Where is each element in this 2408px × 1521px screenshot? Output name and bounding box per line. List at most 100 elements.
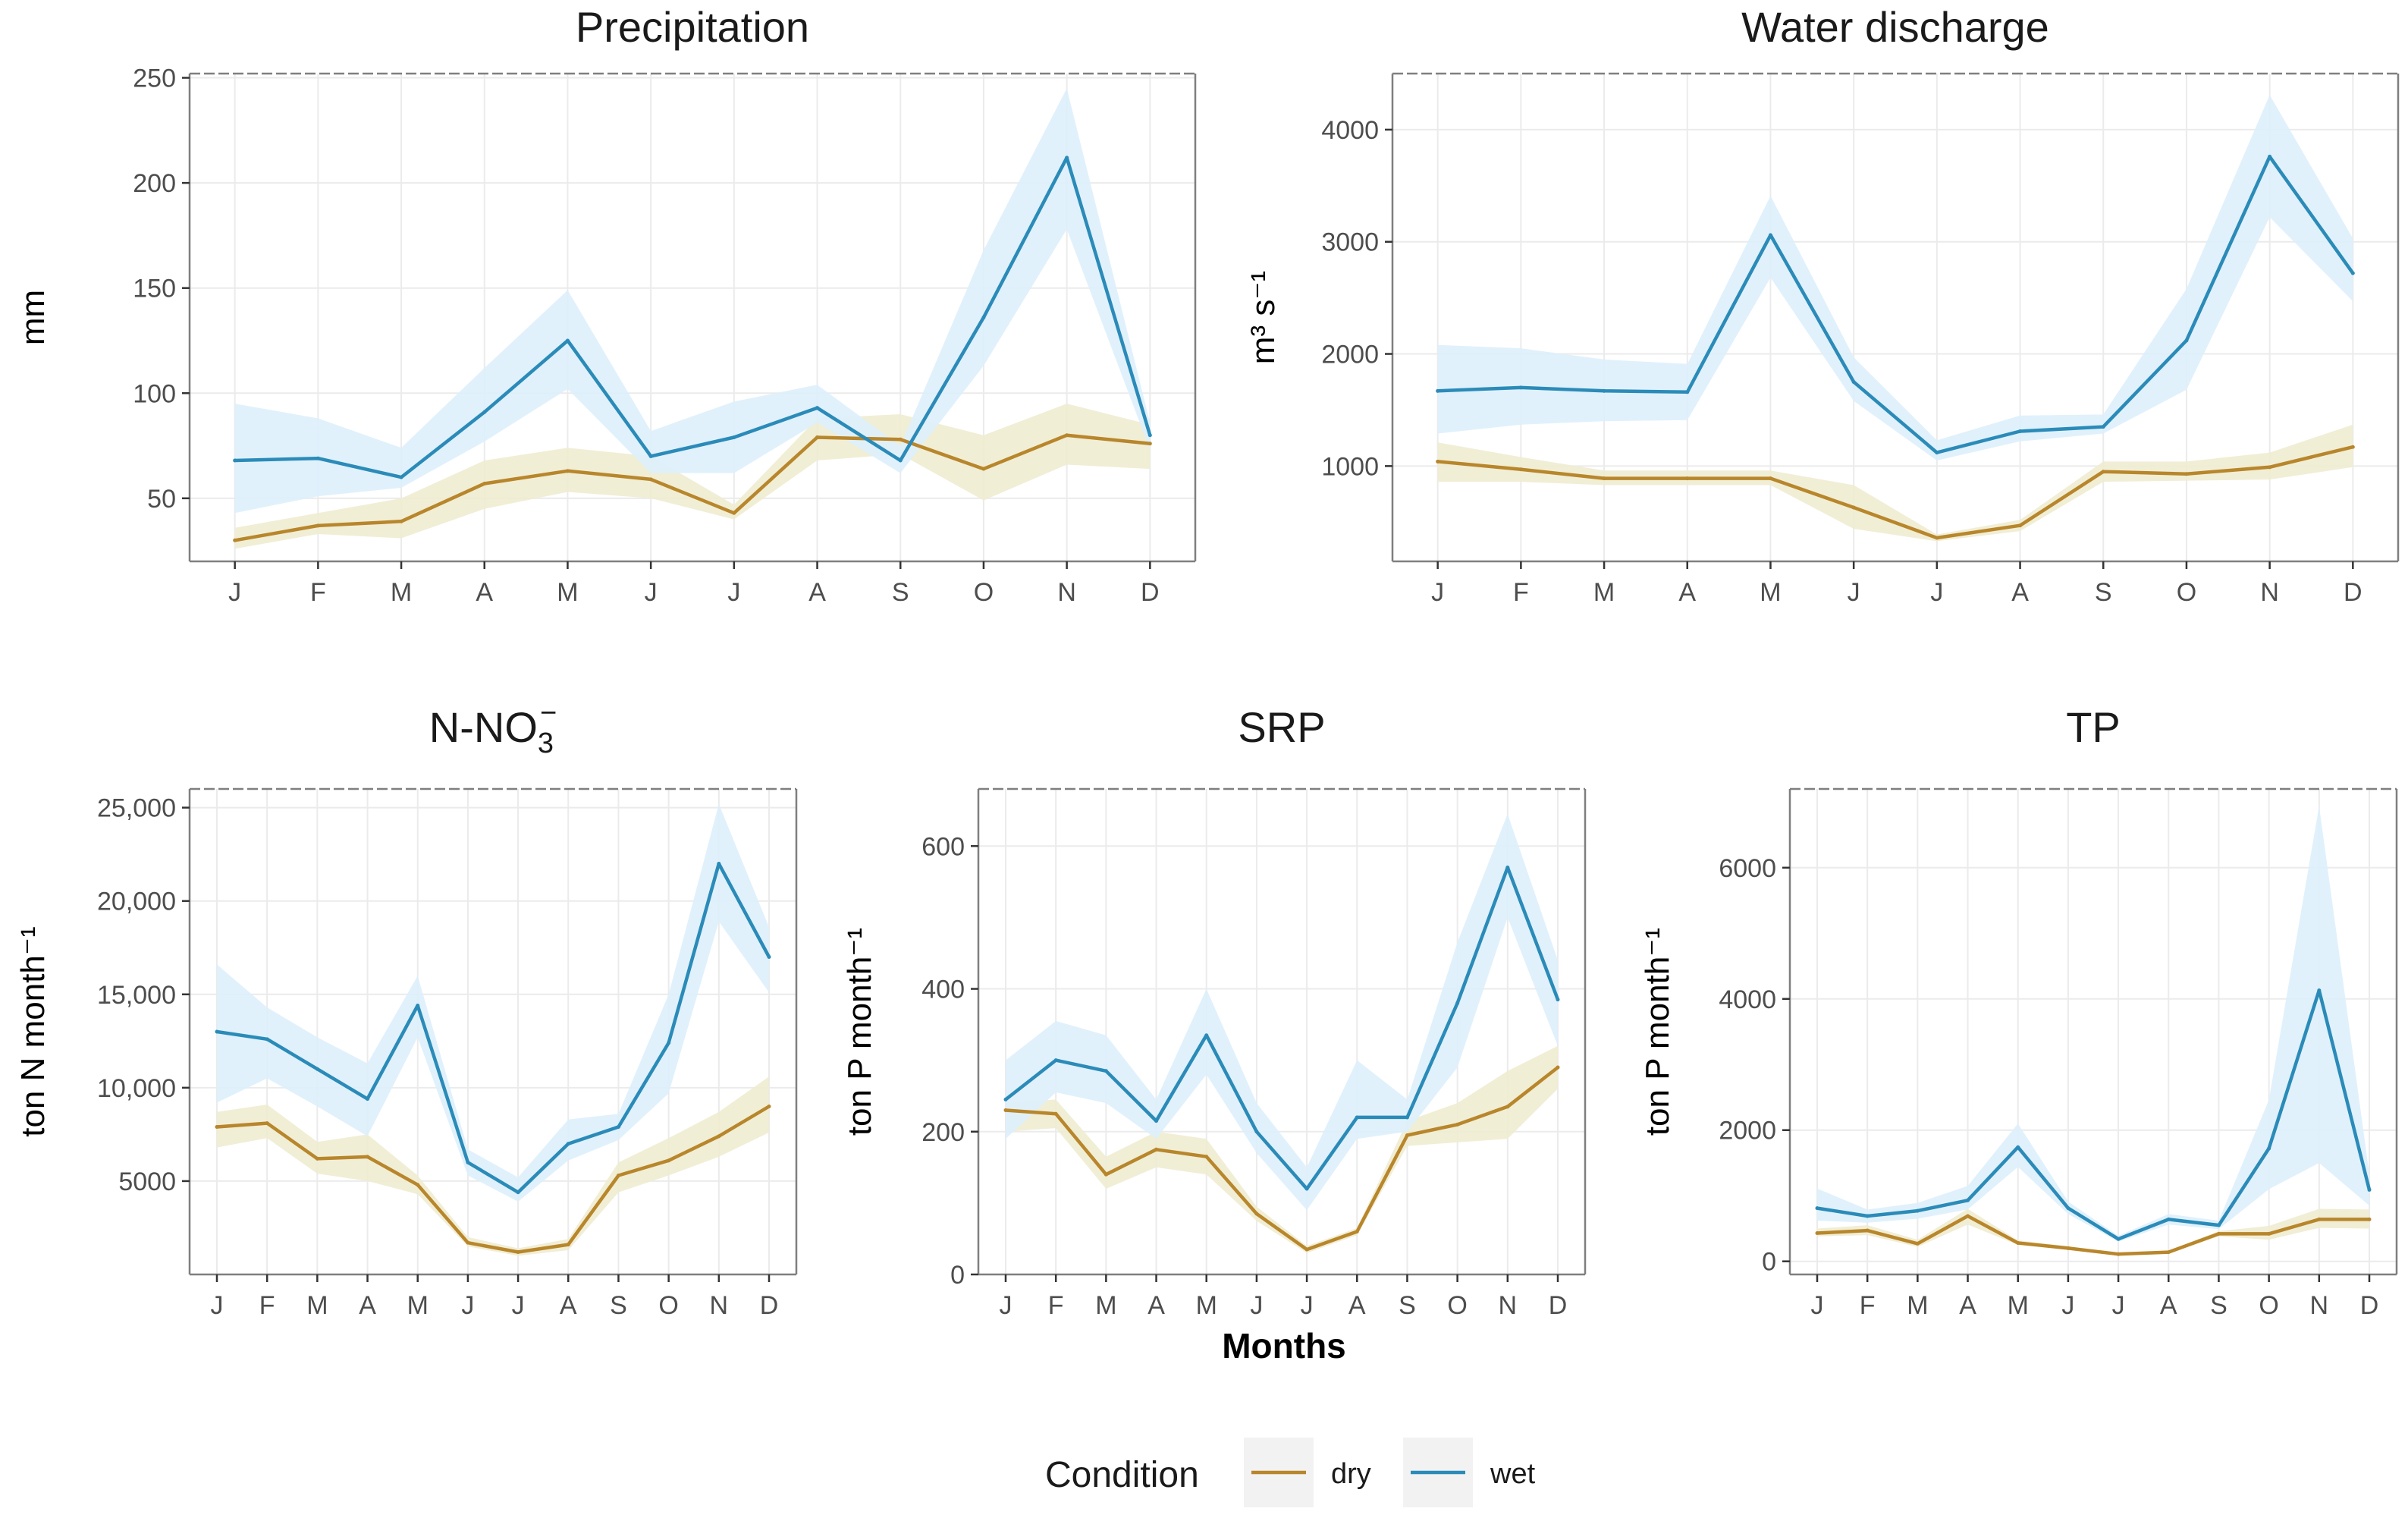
point-wet <box>898 458 903 463</box>
point-dry <box>2016 1240 2020 1245</box>
point-dry <box>315 1156 319 1161</box>
panel-title-srp: SRP <box>1238 703 1325 751</box>
point-dry <box>416 1183 420 1187</box>
point-wet <box>1768 233 1772 237</box>
x-tick-label: J <box>211 1291 224 1320</box>
point-wet <box>1003 1097 1008 1101</box>
point-dry <box>1154 1147 1159 1152</box>
point-wet <box>2018 429 2023 434</box>
x-tick-label: O <box>2177 578 2196 607</box>
point-wet <box>2367 1187 2372 1192</box>
y-axis-title-tp: ton P month⁻¹ <box>1639 928 1676 1136</box>
x-tick-label: N <box>1057 578 1076 607</box>
band-wet <box>1437 95 2353 460</box>
point-wet <box>1254 1130 1259 1134</box>
point-wet <box>1685 390 1690 394</box>
point-wet <box>1455 1001 1460 1005</box>
point-dry <box>981 467 986 471</box>
x-tick-label: N <box>2260 578 2279 607</box>
x-tick-label: S <box>2210 1291 2227 1320</box>
y-tick-label: 4000 <box>1719 985 1776 1014</box>
line-wet <box>1437 155 2355 454</box>
x-axis-title-months: Months <box>1222 1326 1346 1365</box>
point-dry <box>516 1249 520 1254</box>
point-wet <box>648 454 653 458</box>
x-tick-label: F <box>1048 1291 1064 1320</box>
point-dry <box>1003 1108 1008 1113</box>
point-dry <box>1768 476 1772 481</box>
point-wet <box>717 861 721 866</box>
point-dry <box>815 435 820 439</box>
panel-precipitation: 50 100 150 200 250 J F M A M J J A S O N D Precipitation m… <box>14 3 1197 607</box>
x-tick-label: A <box>2160 1291 2177 1320</box>
point-wet <box>1935 451 1939 455</box>
x-tick-label: J <box>1930 578 1943 607</box>
x-tick-label: J <box>1250 1291 1263 1320</box>
x-tick-label: N <box>2310 1291 2329 1320</box>
point-wet <box>1065 156 1069 160</box>
point-wet <box>1053 1058 1058 1063</box>
point-wet <box>2101 425 2105 429</box>
point-dry <box>1851 505 1856 510</box>
point-dry <box>1455 1122 1460 1127</box>
point-wet <box>2350 271 2355 275</box>
point-dry <box>466 1240 470 1245</box>
x-tick-label: J <box>1431 578 1444 607</box>
x-tick-label: D <box>2360 1291 2379 1320</box>
point-dry <box>767 1104 771 1108</box>
line-dry <box>1816 1214 2369 1256</box>
point-dry <box>1518 467 1523 472</box>
y-tick-label: 0 <box>950 1261 965 1290</box>
point-dry <box>1602 476 1606 481</box>
point-dry <box>316 523 320 528</box>
point-wet <box>1602 388 1606 393</box>
point-wet <box>1915 1208 1920 1213</box>
panel-title-water-discharge: Water discharge <box>1741 3 2049 51</box>
point-wet <box>233 458 237 463</box>
point-dry <box>2268 465 2272 470</box>
point-dry <box>1147 442 1152 446</box>
y-tick-label: 25,000 <box>97 794 176 823</box>
point-dry <box>1865 1228 1870 1233</box>
y-tick-label: 50 <box>147 485 176 514</box>
point-wet <box>667 1041 671 1045</box>
point-wet <box>399 475 403 479</box>
x-tick-label: D <box>2344 578 2362 607</box>
band-dry <box>1817 1208 2369 1255</box>
y-tick-label: 150 <box>133 275 176 303</box>
y-tick-label: 5000 <box>118 1167 176 1196</box>
y-tick-label: 3000 <box>1321 228 1379 257</box>
point-dry <box>1053 1111 1058 1116</box>
point-wet <box>1505 866 1510 870</box>
point-dry <box>566 1243 570 1247</box>
x-tick-label: J <box>1301 1291 1314 1320</box>
y-tick-label: 250 <box>133 64 176 93</box>
y-tick-label: 4000 <box>1321 116 1379 145</box>
panel-water-discharge: 1000 2000 3000 4000 J F M A M J J A S O N D Water discha… <box>1245 3 2400 607</box>
x-tick-label: F <box>1513 578 1529 607</box>
line-wet <box>1816 988 2372 1241</box>
point-dry <box>648 477 653 482</box>
x-tick-label: J <box>2061 1291 2074 1320</box>
x-tick-label: S <box>1399 1291 1416 1320</box>
x-tick-label: O <box>2259 1291 2278 1320</box>
legend: Condition dry wet <box>1045 1438 1536 1507</box>
y-axis-title-srp: ton P month⁻¹ <box>841 928 878 1136</box>
x-tick-label: O <box>1447 1291 1467 1320</box>
x-tick-label: M <box>1593 578 1615 607</box>
point-dry <box>1104 1172 1108 1177</box>
x-tick-label: M <box>1907 1291 1928 1320</box>
point-wet <box>2166 1217 2171 1221</box>
x-tick-label: A <box>476 578 493 607</box>
x-tick-label: A <box>808 578 826 607</box>
point-wet <box>815 406 820 410</box>
x-tick-label: J <box>228 578 241 607</box>
point-wet <box>767 955 771 960</box>
point-wet <box>565 338 570 343</box>
x-tick-label: J <box>512 1291 525 1320</box>
x-tick-label: J <box>645 578 658 607</box>
x-tick-label: J <box>2112 1291 2125 1320</box>
x-tick-label: N <box>710 1291 729 1320</box>
legend-label-wet: wet <box>1490 1458 1536 1490</box>
